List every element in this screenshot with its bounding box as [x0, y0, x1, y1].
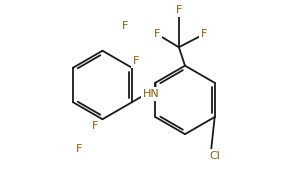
Text: F: F — [76, 144, 82, 154]
Text: F: F — [133, 56, 140, 66]
Text: Cl: Cl — [210, 151, 220, 161]
Text: F: F — [154, 29, 160, 39]
Text: F: F — [176, 5, 182, 15]
Text: F: F — [201, 29, 207, 39]
Text: HN: HN — [143, 89, 160, 99]
Text: HN: HN — [143, 89, 160, 99]
Text: F: F — [76, 144, 82, 154]
Text: F: F — [122, 21, 129, 31]
Text: F: F — [133, 56, 140, 66]
Text: F: F — [154, 29, 160, 39]
Text: F: F — [176, 5, 182, 15]
Text: F: F — [201, 29, 207, 39]
Text: F: F — [122, 21, 129, 31]
Text: F: F — [91, 121, 98, 131]
Text: F: F — [91, 121, 98, 131]
Text: Cl: Cl — [210, 151, 220, 161]
